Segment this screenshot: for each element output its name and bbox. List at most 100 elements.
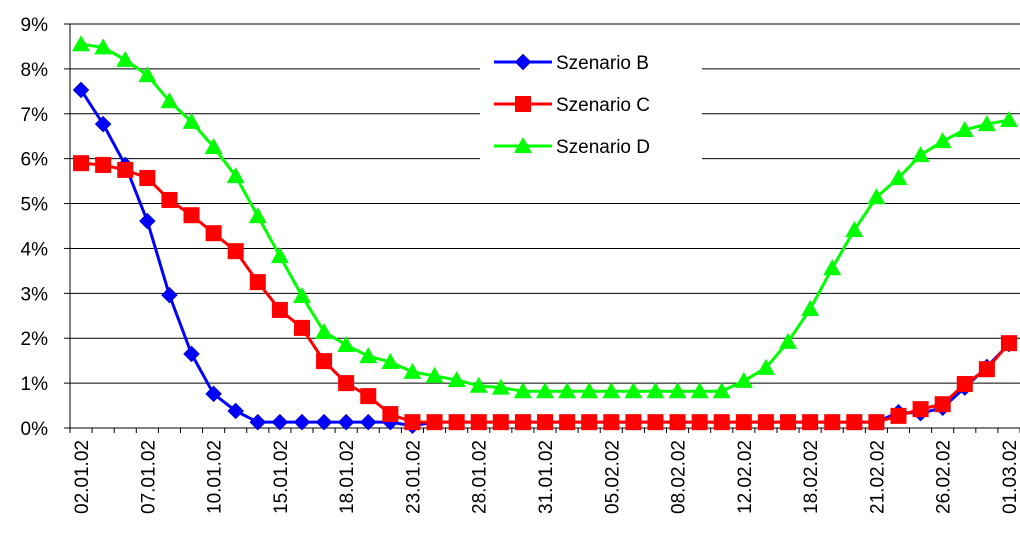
marker-triangle xyxy=(690,382,709,399)
y-tick-label: 0% xyxy=(21,419,49,440)
marker-square xyxy=(846,414,863,431)
x-tick-label: 18.01.02 xyxy=(337,440,358,514)
marker-diamond xyxy=(183,345,200,363)
marker-diamond xyxy=(94,115,112,133)
y-tick-label: 7% xyxy=(21,105,49,126)
marker-triangle xyxy=(226,167,245,184)
marker-triangle xyxy=(425,366,444,383)
marker-diamond xyxy=(271,413,289,431)
x-tick-label: 02.01.02 xyxy=(72,440,93,514)
marker-triangle xyxy=(756,358,775,375)
marker-triangle xyxy=(514,137,532,153)
marker-square xyxy=(316,353,333,370)
legend-label: Szenario B xyxy=(556,53,649,74)
x-tick-label: 15.01.02 xyxy=(271,440,292,514)
marker-square xyxy=(537,414,553,431)
marker-square xyxy=(293,319,310,336)
marker-square xyxy=(338,375,355,392)
marker-triangle xyxy=(469,376,488,393)
marker-square xyxy=(735,414,752,431)
marker-triangle xyxy=(933,132,952,149)
y-tick-label: 1% xyxy=(21,374,49,395)
y-tick-label: 9% xyxy=(21,15,49,36)
marker-triangle xyxy=(72,35,91,52)
y-tick-label: 4% xyxy=(21,239,49,260)
marker-square xyxy=(117,161,134,178)
marker-diamond xyxy=(161,286,178,304)
marker-square xyxy=(669,414,686,431)
marker-triangle xyxy=(624,382,643,399)
marker-triangle xyxy=(668,382,687,399)
x-tick-label: 12.02.02 xyxy=(735,440,756,514)
marker-square xyxy=(514,414,531,431)
marker-square xyxy=(404,414,421,431)
marker-triangle xyxy=(999,111,1018,128)
marker-square xyxy=(73,155,90,172)
marker-triangle xyxy=(536,382,554,399)
marker-diamond xyxy=(359,413,377,431)
marker-square xyxy=(713,414,730,431)
marker-triangle xyxy=(116,50,135,67)
x-tick-label: 01.03.02 xyxy=(1000,440,1020,514)
marker-diamond xyxy=(249,413,267,431)
marker-square xyxy=(426,414,443,431)
marker-square xyxy=(780,414,797,431)
marker-triangle xyxy=(712,382,731,399)
marker-square xyxy=(647,414,664,431)
x-tick-label: 31.01.02 xyxy=(536,440,557,514)
marker-diamond xyxy=(337,413,355,431)
marker-square xyxy=(271,301,288,318)
marker-square xyxy=(956,376,973,393)
marker-square xyxy=(360,388,377,405)
marker-triangle xyxy=(602,382,621,399)
marker-triangle xyxy=(359,347,378,364)
x-tick-label: 28.01.02 xyxy=(470,440,491,514)
marker-square xyxy=(205,225,222,242)
marker-triangle xyxy=(734,371,753,388)
marker-triangle xyxy=(447,370,466,387)
marker-diamond xyxy=(72,81,90,99)
marker-square xyxy=(978,361,995,378)
marker-triangle xyxy=(779,332,798,349)
x-tick-label: 23.01.02 xyxy=(403,440,424,514)
marker-triangle xyxy=(955,120,974,137)
y-tick-label: 3% xyxy=(21,284,49,305)
marker-triangle xyxy=(270,247,289,264)
marker-square xyxy=(581,414,598,431)
marker-triangle xyxy=(801,300,820,317)
marker-square xyxy=(603,414,620,431)
marker-triangle xyxy=(381,353,400,370)
marker-square xyxy=(382,406,399,423)
marker-diamond xyxy=(227,402,245,420)
x-tick-label: 10.01.02 xyxy=(205,440,226,514)
marker-square xyxy=(227,243,244,260)
marker-triangle xyxy=(94,38,113,55)
marker-square xyxy=(757,414,774,431)
x-tick-label: 05.02.02 xyxy=(602,440,623,514)
marker-triangle xyxy=(491,378,510,395)
marker-square xyxy=(912,401,929,418)
marker-triangle xyxy=(513,382,532,399)
y-tick-label: 5% xyxy=(21,195,49,216)
marker-square xyxy=(691,414,708,431)
marker-square xyxy=(161,191,178,208)
marker-square xyxy=(802,414,819,431)
marker-square xyxy=(559,414,576,431)
marker-square xyxy=(448,414,465,431)
marker-triangle xyxy=(138,66,157,83)
marker-square xyxy=(824,414,841,431)
marker-square xyxy=(95,156,112,173)
marker-diamond xyxy=(514,53,532,71)
y-tick-label: 8% xyxy=(21,60,49,81)
marker-square xyxy=(249,274,266,291)
marker-triangle xyxy=(845,221,864,238)
marker-triangle xyxy=(182,112,201,129)
marker-triangle xyxy=(315,322,334,339)
marker-triangle xyxy=(292,287,311,304)
marker-square xyxy=(515,96,531,112)
marker-square xyxy=(890,407,907,424)
marker-triangle xyxy=(823,259,842,276)
x-tick-label: 26.02.02 xyxy=(934,440,955,514)
y-tick-label: 6% xyxy=(21,150,49,171)
